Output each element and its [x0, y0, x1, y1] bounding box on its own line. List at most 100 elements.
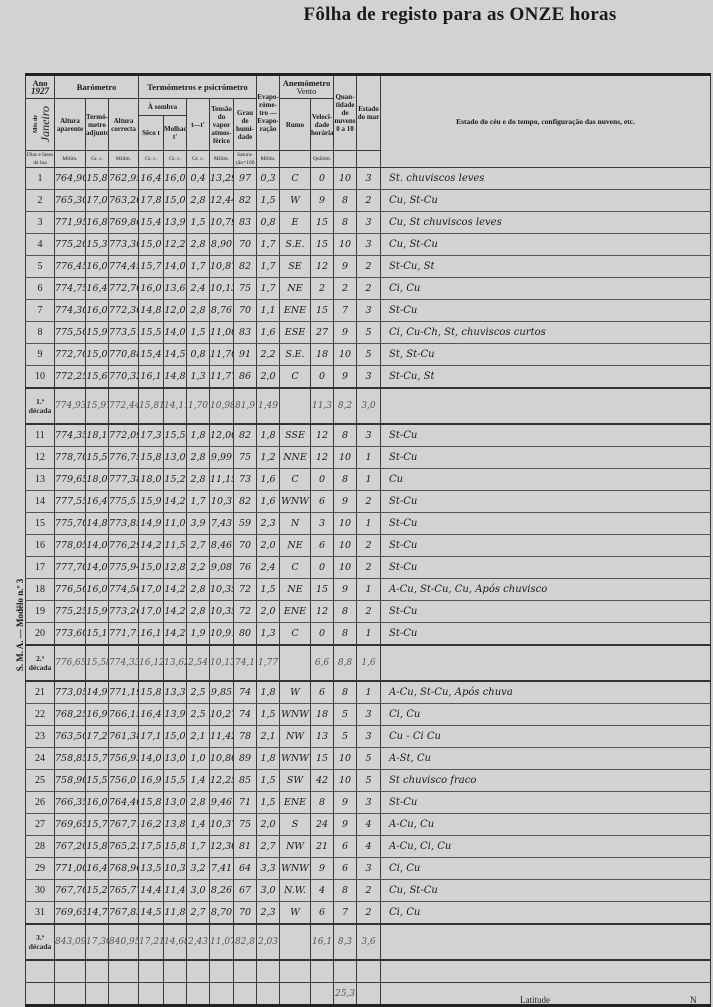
temp-difference-cell: 1,4 [186, 769, 210, 792]
evaporation-cell: 1,8 [256, 747, 280, 770]
wind-direction-cell: NW [279, 835, 311, 858]
evaporation-cell: 2,4 [256, 556, 280, 579]
corrected-height-cell: 771,19 [108, 681, 139, 704]
wet-temp-cell: 13,6 [163, 277, 187, 300]
attached-temp-cell: 16,0 [85, 299, 109, 322]
sea-state-cell: 3 [356, 791, 381, 814]
corrected-height-cell: 772,70 [108, 277, 139, 300]
apparent-height-cell: 767,70 [54, 879, 86, 902]
wind-direction-cell: SW [279, 769, 311, 792]
temp-difference-cell: 2,5 [186, 703, 210, 726]
vapor-tension-cell: 7,41 [209, 857, 234, 880]
attached-temp-cell: 15,8 [85, 167, 109, 190]
month-value: Janeiro [37, 106, 52, 143]
temp-difference-cell: 1,70 [186, 387, 210, 425]
attached-temp-cell: 15,6 [85, 365, 109, 389]
wet-temp-cell: 11,8 [163, 901, 187, 925]
cloud-amount-cell: 10 [333, 534, 357, 557]
corrected-height-cell: 768,96 [108, 857, 139, 880]
evaporation-cell: 1,6 [256, 321, 280, 344]
table-row: 27769,6515,7767,7116,213,81,410,37752,0S… [25, 813, 711, 836]
sky-state-cell: St-Cu [380, 490, 711, 513]
dry-temp-cell [138, 959, 164, 983]
difference-header: t—t' [186, 98, 210, 151]
cloud-amount-cell: 10 [333, 343, 357, 366]
apparent-height-cell: 774,935 [54, 387, 86, 425]
dry-temp-cell: 15,81 [138, 387, 164, 425]
evaporation-cell: 1,77 [256, 644, 280, 682]
sea-state-cell: 1 [356, 681, 381, 704]
temp-difference-cell: 0,8 [186, 343, 210, 366]
wet-temp-cell [163, 982, 187, 1006]
unit-cell: Gr. c. [138, 150, 164, 168]
decade-summary-row: 3.ª década843,09517,30840,95817,2114,682… [25, 923, 711, 961]
apparent-height-cell: 767,20 [54, 835, 86, 858]
latitude-label: Latitude [520, 995, 550, 1005]
sea-state-cell [356, 959, 381, 983]
apparent-height-cell: 773,60 [54, 622, 86, 646]
cloud-amount-cell: 8,8 [333, 644, 357, 682]
apparent-height-cell: 774,35 [54, 424, 86, 447]
sky-state-cell: Ci, Cu [380, 857, 711, 880]
decade-summary-row: 2.ª década776,65015,58774,33416,1213,622… [25, 644, 711, 682]
apparent-height-cell: 843,095 [54, 923, 86, 961]
sky-state-cell: Cu - Ci Cu [380, 725, 711, 748]
wind-direction-cell: S [279, 813, 311, 836]
dry-temp-cell: 17,8 [138, 189, 164, 212]
vapor-tension-cell: 10,985 [209, 387, 234, 425]
thermometers-header: Termómetros e psicrómetro [138, 74, 257, 99]
wet-temp-cell: 13,9 [163, 211, 187, 234]
corrected-height-cell [108, 959, 139, 983]
vapor-tension-cell: 9,85 [209, 681, 234, 704]
wet-temp-cell: 14,2 [163, 622, 187, 646]
sea-state-cell: 2 [356, 879, 381, 902]
day-number: 3 [25, 211, 55, 234]
wind-speed-cell: 12 [310, 424, 334, 447]
attached-temp-cell: 15,5 [85, 446, 109, 469]
vapor-tension-cell: 8,26 [209, 879, 234, 902]
wind-speed-cell: 6 [310, 534, 334, 557]
attached-temp-cell: 15,7 [85, 813, 109, 836]
humidity-cell: 73 [233, 468, 257, 491]
sea-state-cell: 3 [356, 725, 381, 748]
corrected-height-cell: 764,40 [108, 791, 139, 814]
corrected-height-cell: 772,09 [108, 424, 139, 447]
day-number: 31 [25, 901, 55, 925]
attached-temp-cell: 16,4 [85, 857, 109, 880]
attached-temp-cell: 15,97 [85, 387, 109, 425]
table-row: 23763,5017,2761,3817,115,02,111,42782,1N… [25, 725, 711, 748]
vapor-tension-cell [209, 982, 234, 1006]
sky-state-cell: Cu [380, 468, 711, 491]
vapor-tension-cell: 8,76 [209, 299, 234, 322]
day-number: 21 [25, 681, 55, 704]
humidity-cell: 70 [233, 233, 257, 256]
corrected-height-cell: 763,20 [108, 189, 139, 212]
sky-state-cell [380, 644, 711, 682]
cloud-amount-cell: 10 [333, 769, 357, 792]
sea-state-cell: 3 [356, 857, 381, 880]
attached-temp-cell: 15,2 [85, 879, 109, 902]
table-row: 1764,9015,8762,9516,416,00,413,29970,3C0… [25, 167, 711, 190]
table-row: 5776,4516,0774,4515,714,01,710,87821,7SE… [25, 255, 711, 278]
wind-speed-cell: 15 [310, 299, 334, 322]
evaporation-header: Evapo-róme-tro — Evapo-ração [256, 74, 280, 151]
day-number: 7 [25, 299, 55, 322]
day-number: 11 [25, 424, 55, 447]
sky-state-cell [380, 982, 711, 1006]
corrected-height-cell: 772,30 [108, 299, 139, 322]
apparent-height-cell: 771,00 [54, 857, 86, 880]
humidity-cell: 75 [233, 446, 257, 469]
corrected-height-cell: 775,94 [108, 556, 139, 579]
wind-direction-cell: ESE [279, 321, 311, 344]
apparent-height-cell: 775,25 [54, 600, 86, 623]
wet-temp-cell: 13,0 [163, 446, 187, 469]
wet-temp-cell: 15,2 [163, 468, 187, 491]
cloud-amount-cell: 8 [333, 468, 357, 491]
attached-temp-cell: 16,0 [85, 255, 109, 278]
evaporation-cell: 0,8 [256, 211, 280, 234]
wind-speed-header: Veloci-dade horária [310, 98, 334, 151]
cloud-amount-cell: 8 [333, 879, 357, 902]
unit-cell: Satura-ção=100 [233, 150, 257, 168]
vapor-tension-cell: 13,29 [209, 167, 234, 190]
evaporation-cell: 2,0 [256, 813, 280, 836]
